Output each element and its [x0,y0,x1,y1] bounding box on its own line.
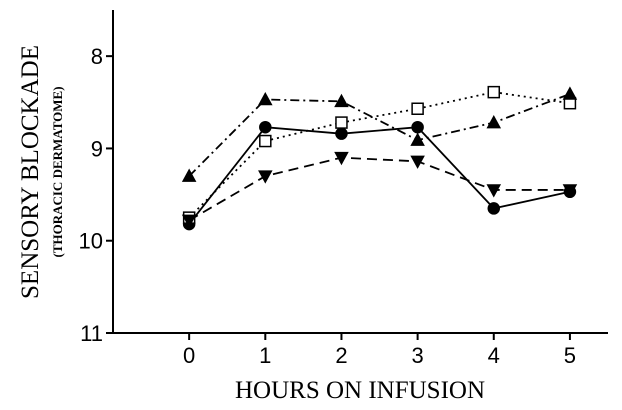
point [259,134,272,148]
point [411,120,424,134]
point [334,151,349,166]
point [258,91,273,106]
x-tick-label: 2 [335,343,347,368]
series-line [188,93,571,177]
point [411,102,424,115]
series-line [188,91,571,219]
point [562,86,578,100]
y-tick-label: 9 [91,136,103,161]
point [335,127,348,140]
point [486,184,502,198]
point [410,155,425,169]
x-tick-label: 4 [488,343,500,368]
y-axis-label: SENSORY BLOCKADE [17,45,44,299]
y-axis-sublabel: (THORACIC DERMATOME) [50,86,65,257]
point [486,115,502,129]
point [487,202,501,215]
y-tick-label: 10 [79,229,103,254]
point [487,85,501,99]
point [334,93,349,108]
point [259,120,272,134]
x-axis-label: HOURS ON INFUSION [235,377,485,404]
x-tick-label: 1 [259,343,271,368]
x-tick-label: 0 [183,343,195,368]
y-tick-label: 8 [91,44,103,69]
point [562,184,578,198]
x-tick-label: 5 [564,343,576,368]
point [335,116,348,129]
point [181,168,197,182]
x-tick-label: 3 [411,343,423,368]
series-line [188,156,570,222]
point [181,214,197,228]
y-tick-label: 11 [80,321,103,346]
point [258,170,273,184]
series-line [188,126,571,225]
point [410,132,425,146]
